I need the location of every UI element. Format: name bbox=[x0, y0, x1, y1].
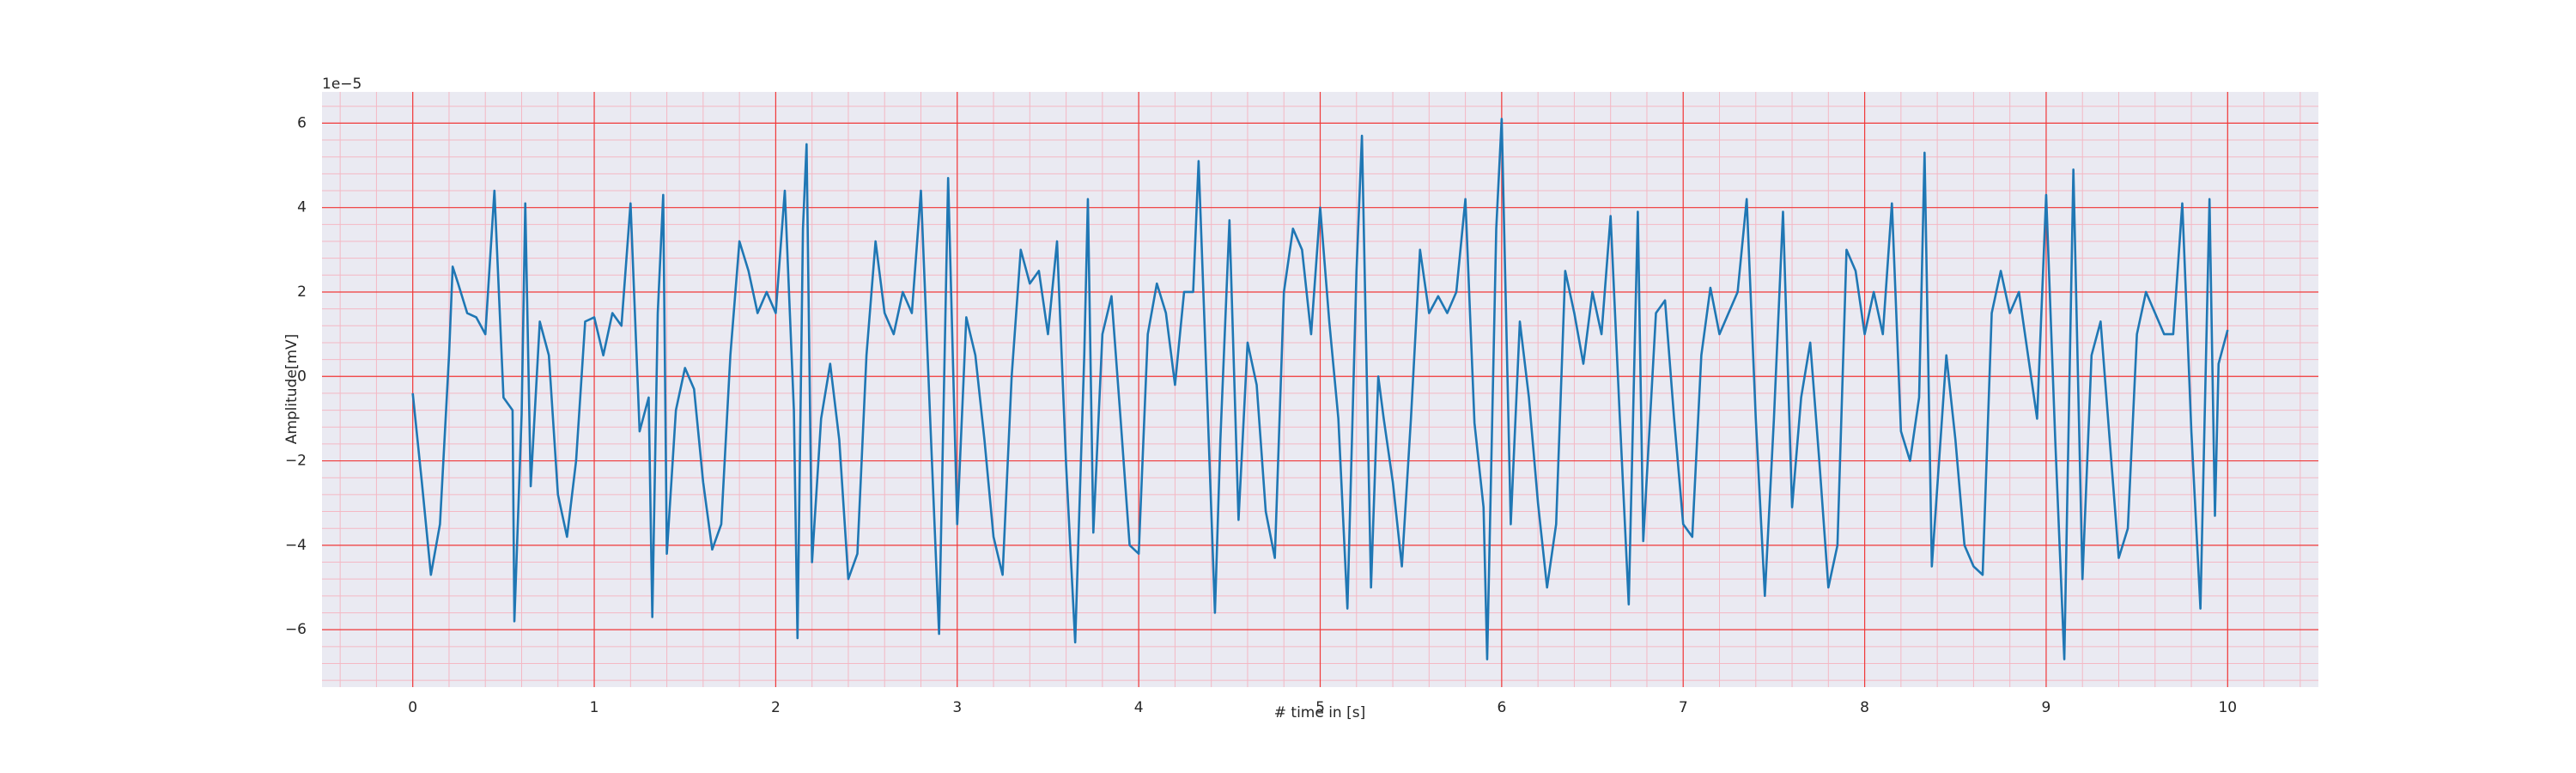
x-tick-label: 0 bbox=[408, 699, 417, 716]
x-tick-label: 4 bbox=[1134, 699, 1144, 716]
y-tick-label: −2 bbox=[285, 453, 307, 470]
x-tick-label: 10 bbox=[2218, 699, 2237, 716]
x-tick-label: 3 bbox=[952, 699, 962, 716]
y-offset-text: 1e−5 bbox=[322, 76, 361, 93]
y-tick-label: 2 bbox=[297, 283, 307, 301]
y-tick-label: 6 bbox=[297, 114, 307, 131]
x-tick-label: 6 bbox=[1497, 699, 1506, 716]
y-tick-label: 0 bbox=[297, 368, 307, 385]
y-tick-label: −4 bbox=[285, 537, 307, 554]
x-tick-label: 7 bbox=[1679, 699, 1688, 716]
x-tick-label: 9 bbox=[2042, 699, 2051, 716]
x-tick-label: 8 bbox=[1860, 699, 1869, 716]
x-axis-label: # time in [s] bbox=[1274, 704, 1365, 721]
y-tick-label: −6 bbox=[285, 621, 307, 638]
x-tick-label: 2 bbox=[771, 699, 781, 716]
x-tick-label: 1 bbox=[590, 699, 599, 716]
y-tick-label: 4 bbox=[297, 199, 307, 216]
y-axis-label: Amplitude[mV] bbox=[283, 334, 301, 445]
data-line bbox=[411, 118, 2229, 660]
x-tick-label: 5 bbox=[1315, 699, 1325, 716]
